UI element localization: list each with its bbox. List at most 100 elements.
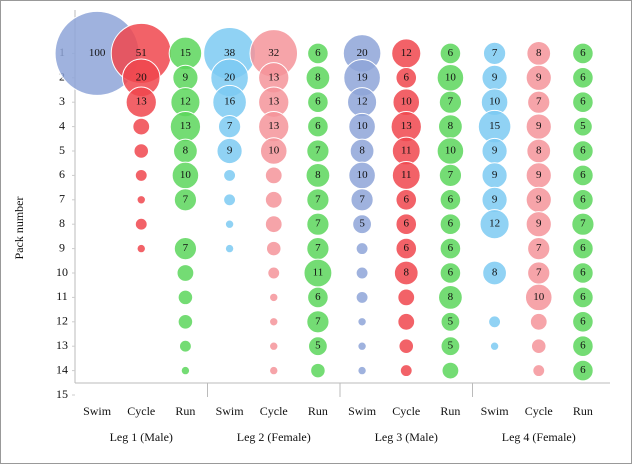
bubble xyxy=(134,168,148,182)
value-label: 6 xyxy=(580,340,586,352)
bubble xyxy=(305,163,331,188)
bubble xyxy=(125,86,157,118)
value-label: 13 xyxy=(268,120,280,132)
value-label: 10 xyxy=(401,96,413,108)
bubble xyxy=(572,42,594,65)
bubble xyxy=(395,67,418,89)
value-label: 6 xyxy=(448,218,454,230)
value-label: 20 xyxy=(136,71,148,83)
bubble xyxy=(355,266,369,280)
bubble xyxy=(267,266,281,280)
value-label: 9 xyxy=(492,193,498,205)
value-label: 6 xyxy=(580,267,586,279)
bubble xyxy=(397,312,416,331)
y-tick-label: 6 xyxy=(59,167,65,181)
bubble xyxy=(529,312,548,331)
bubble xyxy=(488,315,502,329)
y-tick-label: 13 xyxy=(56,338,68,352)
x-tick-label: Swim xyxy=(83,404,112,418)
y-tick-label: 8 xyxy=(59,216,65,230)
bubble xyxy=(224,219,235,229)
value-label: 6 xyxy=(448,267,454,279)
bubble xyxy=(180,365,191,376)
bubble xyxy=(398,338,415,354)
bubble xyxy=(269,292,279,303)
bubble xyxy=(306,212,330,236)
value-label: 38 xyxy=(224,47,236,59)
bubble xyxy=(134,217,148,231)
value-label: 9 xyxy=(227,145,233,157)
bubble xyxy=(441,361,460,380)
bubble xyxy=(438,163,463,188)
bubble xyxy=(489,341,500,351)
value-label: 16 xyxy=(224,96,236,108)
value-label: 7 xyxy=(183,193,189,205)
bubble xyxy=(310,362,326,379)
bubble xyxy=(178,339,192,353)
value-label: 9 xyxy=(492,169,498,181)
bubble xyxy=(223,168,237,182)
group-label: Leg 4 (Female) xyxy=(502,430,576,444)
bubble xyxy=(395,237,418,260)
bubble xyxy=(572,286,594,309)
bubble xyxy=(530,338,547,354)
bubble xyxy=(572,359,594,382)
bubble xyxy=(307,91,329,113)
value-label: 6 xyxy=(448,193,454,205)
value-label: 13 xyxy=(180,120,192,132)
bubble xyxy=(525,64,552,91)
value-label: 5 xyxy=(580,120,586,132)
value-label: 100 xyxy=(89,47,106,59)
value-label: 11 xyxy=(401,145,412,157)
value-label: 6 xyxy=(580,364,586,376)
bubble xyxy=(305,65,331,91)
bubble xyxy=(571,212,595,236)
bubble xyxy=(355,242,369,256)
value-label: 10 xyxy=(533,291,545,303)
value-label: 9 xyxy=(536,218,542,230)
value-label: 7 xyxy=(448,169,454,181)
value-label: 6 xyxy=(448,47,454,59)
value-label: 5 xyxy=(315,340,321,352)
bubble xyxy=(265,240,282,257)
value-label: 8 xyxy=(492,267,498,279)
value-label: 7 xyxy=(315,145,321,157)
bubble xyxy=(264,215,283,234)
value-label: 12 xyxy=(357,96,368,108)
value-label: 32 xyxy=(268,47,279,59)
value-label: 13 xyxy=(136,96,148,108)
bubble xyxy=(439,262,462,284)
value-label: 13 xyxy=(401,120,413,132)
bubble xyxy=(482,260,507,286)
value-label: 7 xyxy=(448,96,454,108)
value-label: 7 xyxy=(315,242,321,254)
y-tick-label: 7 xyxy=(59,192,65,206)
bubble xyxy=(573,116,593,137)
x-tick-label: Run xyxy=(573,404,593,418)
value-label: 12 xyxy=(401,47,412,59)
value-label: 11 xyxy=(313,267,324,279)
bubble xyxy=(307,115,329,138)
value-label: 8 xyxy=(448,291,454,303)
bubble xyxy=(572,67,594,89)
value-label: 6 xyxy=(315,47,321,59)
value-label: 19 xyxy=(357,71,369,83)
bubble xyxy=(439,237,462,260)
bubble xyxy=(173,188,198,212)
y-tick-label: 15 xyxy=(56,387,68,401)
x-tick-label: Run xyxy=(175,404,195,418)
value-label: 6 xyxy=(580,193,586,205)
bubble xyxy=(527,90,551,114)
bubble xyxy=(306,310,330,334)
value-label: 8 xyxy=(315,169,321,181)
bubble xyxy=(264,166,283,185)
value-label: 7 xyxy=(580,218,586,230)
value-label: 10 xyxy=(445,71,457,83)
value-label: 6 xyxy=(404,193,410,205)
value-label: 9 xyxy=(492,145,498,157)
value-label: 12 xyxy=(180,96,191,108)
bubble xyxy=(439,42,462,65)
y-tick-label: 12 xyxy=(56,314,68,328)
value-label: 15 xyxy=(489,120,501,132)
